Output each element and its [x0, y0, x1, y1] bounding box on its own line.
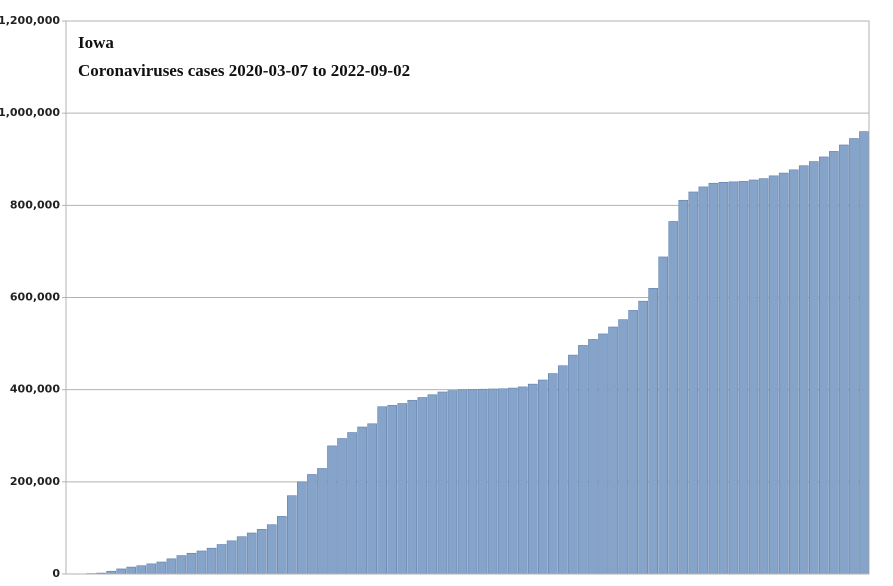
bar — [116, 568, 127, 575]
bar — [598, 333, 608, 575]
bar — [417, 397, 428, 575]
bar — [497, 388, 508, 575]
bar — [437, 391, 448, 575]
bar — [216, 544, 227, 575]
bar — [347, 432, 357, 575]
y-tick-label: 600,000 — [10, 291, 60, 304]
bar — [829, 151, 839, 575]
bar — [768, 175, 779, 575]
bar — [196, 550, 207, 575]
bar — [628, 310, 638, 575]
bar — [427, 394, 438, 575]
bar — [186, 552, 197, 575]
bar — [166, 558, 177, 575]
bar — [256, 528, 267, 575]
bar — [407, 399, 418, 575]
grid — [66, 20, 869, 575]
bar — [558, 365, 568, 575]
chart-title: Iowa — [78, 33, 114, 52]
bar — [547, 373, 558, 575]
bar — [798, 165, 809, 575]
bar — [266, 524, 277, 575]
y-tick-label: 800,000 — [10, 198, 60, 211]
y-tick-label: 200,000 — [10, 475, 60, 488]
bar — [136, 565, 147, 575]
bar — [608, 326, 618, 575]
bar — [658, 256, 669, 575]
bars — [86, 131, 869, 575]
bar — [708, 182, 719, 575]
bar — [457, 389, 468, 575]
y-tick-label: 1,000,000 — [0, 106, 60, 119]
bar — [156, 561, 167, 575]
bar — [839, 144, 849, 575]
bar — [738, 181, 749, 575]
bar — [748, 179, 759, 575]
bar — [246, 532, 257, 575]
bar — [808, 161, 819, 575]
bar — [668, 221, 679, 575]
bar — [397, 403, 408, 575]
bar — [317, 468, 327, 575]
bar — [638, 300, 648, 575]
bar — [758, 178, 769, 575]
bar — [728, 181, 739, 575]
bar — [126, 566, 137, 575]
bar — [578, 345, 588, 575]
bar — [588, 339, 598, 575]
bar — [377, 406, 388, 575]
bar — [477, 388, 488, 575]
bar — [718, 181, 729, 575]
bar — [859, 131, 869, 575]
bar — [618, 319, 628, 575]
bar — [327, 445, 337, 575]
bar — [568, 354, 578, 575]
y-axis: 0 200,000 400,000 600,000 800,000 1,000,000 1,… — [0, 14, 66, 580]
bar — [778, 172, 789, 575]
bar — [307, 474, 317, 575]
bar — [688, 191, 699, 575]
chart-subtitle: Coronaviruses cases 2020-03-07 to 2022-0… — [78, 61, 410, 80]
bar — [387, 405, 398, 575]
bar — [678, 199, 689, 575]
bar — [276, 516, 287, 575]
bar — [507, 387, 518, 575]
bar — [517, 386, 528, 575]
bar — [146, 563, 157, 575]
bar — [527, 383, 538, 575]
bar — [648, 287, 659, 575]
bar — [226, 540, 237, 575]
bar — [788, 169, 799, 575]
y-tick-label: 1,200,000 — [0, 14, 60, 27]
bar — [537, 379, 548, 575]
bar — [698, 186, 709, 575]
bar — [367, 423, 377, 575]
y-tick-label: 400,000 — [10, 383, 60, 396]
bar — [337, 438, 347, 575]
bar — [297, 481, 307, 575]
y-tick-label: 0 — [52, 567, 60, 580]
bar — [236, 536, 247, 575]
bar — [849, 138, 859, 575]
bar — [357, 426, 367, 575]
bar — [487, 388, 498, 575]
bar — [287, 495, 297, 575]
bar — [447, 390, 458, 575]
bar — [176, 555, 187, 575]
bar — [206, 547, 217, 575]
bar — [819, 156, 829, 575]
bar — [467, 389, 478, 575]
